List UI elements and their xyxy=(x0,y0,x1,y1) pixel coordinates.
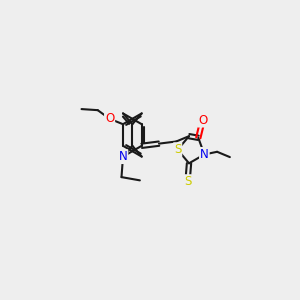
Text: O: O xyxy=(198,114,207,127)
Text: N: N xyxy=(200,148,209,161)
Text: N: N xyxy=(118,150,127,163)
Text: S: S xyxy=(174,143,181,156)
Text: S: S xyxy=(184,175,191,188)
Text: O: O xyxy=(105,112,114,125)
